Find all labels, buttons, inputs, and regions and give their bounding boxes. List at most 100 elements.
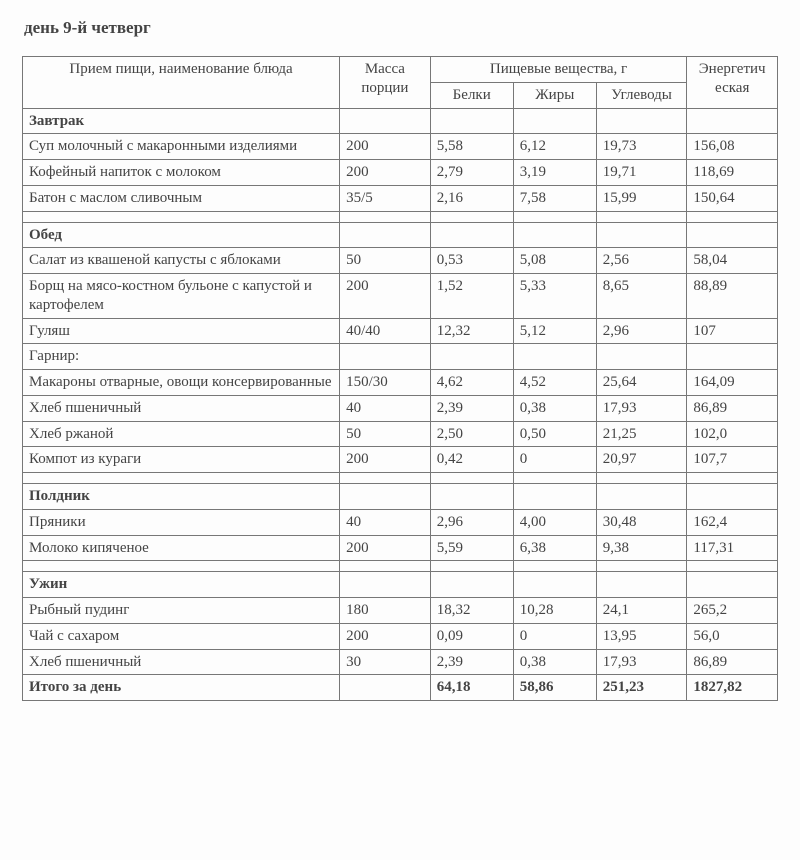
energy: 265,2 [687,598,778,624]
portion-mass: 50 [340,421,431,447]
protein: 2,39 [430,649,513,675]
fat: 4,52 [513,370,596,396]
spacer-row [23,211,778,222]
table-row: Кофейный напиток с молоком2002,793,1919,… [23,160,778,186]
energy: 107,7 [687,447,778,473]
section-title: Завтрак [23,108,340,134]
carbs: 20,97 [596,447,687,473]
protein: 1,52 [430,274,513,319]
fat: 3,19 [513,160,596,186]
table-row: Хлеб пшеничный402,390,3817,9386,89 [23,395,778,421]
col-energy: Энергетич еская [687,57,778,109]
fat: 0,38 [513,649,596,675]
carbs: 13,95 [596,623,687,649]
dish-name: Макароны отварные, овощи консервированны… [23,370,340,396]
fat: 0 [513,623,596,649]
portion-mass: 35/5 [340,185,431,211]
section-header: Завтрак [23,108,778,134]
table-row: Хлеб ржаной502,500,5021,25102,0 [23,421,778,447]
fat: 5,12 [513,318,596,344]
fat [513,344,596,370]
section-header: Ужин [23,572,778,598]
table-row: Рыбный пудинг18018,3210,2824,1265,2 [23,598,778,624]
total-energy: 1827,82 [687,675,778,701]
dish-name: Хлеб пшеничный [23,649,340,675]
fat: 5,33 [513,274,596,319]
energy: 56,0 [687,623,778,649]
carbs: 9,38 [596,535,687,561]
dish-name: Хлеб ржаной [23,421,340,447]
section-header: Полдник [23,484,778,510]
dish-name: Батон с маслом сливочным [23,185,340,211]
portion-mass: 180 [340,598,431,624]
total-carbs: 251,23 [596,675,687,701]
portion-mass: 200 [340,623,431,649]
section-title: Обед [23,222,340,248]
col-protein: Белки [430,82,513,108]
fat: 0 [513,447,596,473]
spacer-row [23,561,778,572]
table-row: Гарнир: [23,344,778,370]
fat: 4,00 [513,509,596,535]
dish-name: Компот из кураги [23,447,340,473]
dish-name: Борщ на мясо-костном бульоне с капустой … [23,274,340,319]
total-protein: 64,18 [430,675,513,701]
col-fat: Жиры [513,82,596,108]
table-row: Макароны отварные, овощи консервированны… [23,370,778,396]
carbs [596,344,687,370]
carbs: 25,64 [596,370,687,396]
energy [687,344,778,370]
table-row: Борщ на мясо-костном бульоне с капустой … [23,274,778,319]
energy: 107 [687,318,778,344]
section-header: Обед [23,222,778,248]
energy: 162,4 [687,509,778,535]
protein [430,344,513,370]
portion-mass: 200 [340,535,431,561]
carbs: 21,25 [596,421,687,447]
dish-name: Рыбный пудинг [23,598,340,624]
table-row: Гуляш40/4012,325,122,96107 [23,318,778,344]
dish-name: Пряники [23,509,340,535]
protein: 2,50 [430,421,513,447]
carbs: 2,96 [596,318,687,344]
portion-mass: 40 [340,395,431,421]
carbs: 24,1 [596,598,687,624]
total-row: Итого за день64,1858,86251,231827,82 [23,675,778,701]
table-row: Чай с сахаром2000,09013,9556,0 [23,623,778,649]
fat: 7,58 [513,185,596,211]
carbs: 17,93 [596,395,687,421]
protein: 5,58 [430,134,513,160]
protein: 2,79 [430,160,513,186]
protein: 0,09 [430,623,513,649]
total-fat: 58,86 [513,675,596,701]
table-row: Салат из квашеной капусты с яблоками500,… [23,248,778,274]
carbs: 30,48 [596,509,687,535]
protein: 0,42 [430,447,513,473]
table-row: Хлеб пшеничный302,390,3817,9386,89 [23,649,778,675]
menu-table: Прием пищи, наименование блюда Масса пор… [22,56,778,701]
col-mass: Масса порции [340,57,431,109]
portion-mass: 200 [340,274,431,319]
protein: 2,16 [430,185,513,211]
dish-name: Суп молочный с макаронными изделиями [23,134,340,160]
carbs: 19,73 [596,134,687,160]
portion-mass: 40/40 [340,318,431,344]
table-header: Прием пищи, наименование блюда Масса пор… [23,57,778,109]
dish-name: Гуляш [23,318,340,344]
energy: 102,0 [687,421,778,447]
table-body: ЗавтракСуп молочный с макаронными издели… [23,108,778,701]
carbs: 2,56 [596,248,687,274]
fat: 6,12 [513,134,596,160]
protein: 12,32 [430,318,513,344]
table-row: Молоко кипяченое2005,596,389,38117,31 [23,535,778,561]
carbs: 17,93 [596,649,687,675]
table-row: Пряники402,964,0030,48162,4 [23,509,778,535]
table-row: Суп молочный с макаронными изделиями2005… [23,134,778,160]
col-nutrients: Пищевые вещества, г [430,57,687,83]
carbs: 8,65 [596,274,687,319]
dish-name: Чай с сахаром [23,623,340,649]
portion-mass: 200 [340,134,431,160]
fat: 0,50 [513,421,596,447]
energy: 86,89 [687,649,778,675]
energy: 58,04 [687,248,778,274]
